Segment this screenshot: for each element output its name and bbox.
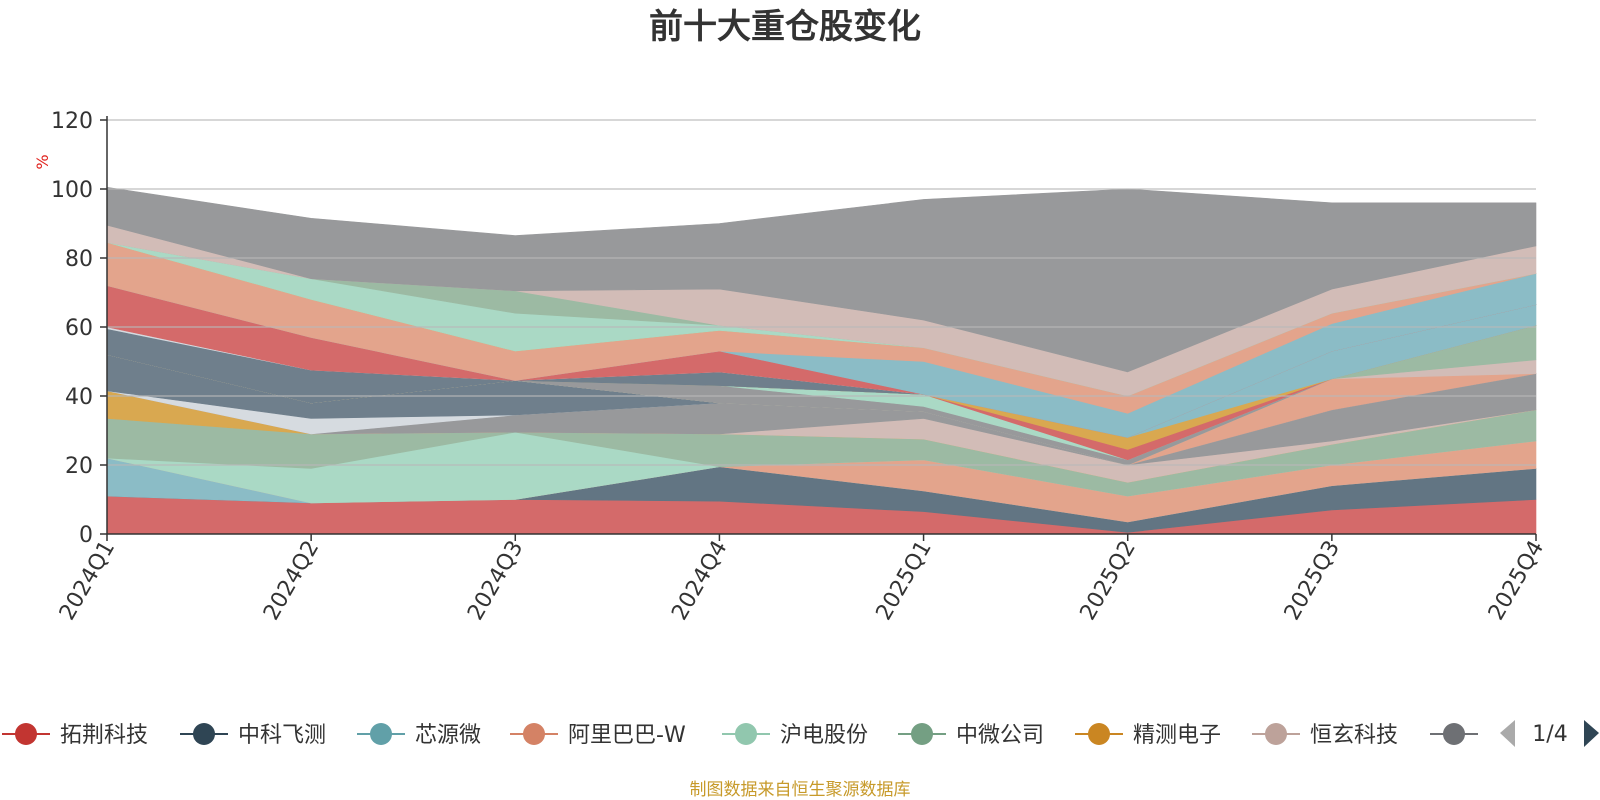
legend-item-5[interactable]: 中微公司 [898, 723, 1044, 748]
legend-item-8[interactable] [1430, 723, 1478, 745]
y-tick-label-4: 80 [65, 247, 93, 272]
legend-page-indicator: 1/4 [1532, 722, 1567, 747]
area-series-group [106, 187, 1537, 535]
legend: 拓荆科技 中科飞测 芯源微 阿里巴巴-W 沪电股份 中微公司 精测电子 恒玄科技 [2, 723, 1478, 748]
legend-label-4: 沪电股份 [780, 723, 868, 748]
legend-item-1[interactable]: 中科飞测 [180, 723, 326, 748]
x-tick-label-7: 2025Q4 [1484, 537, 1549, 625]
legend-label-6: 精测电子 [1133, 723, 1221, 748]
legend-marker-1 [193, 723, 215, 745]
x-tick-label-6: 2025Q3 [1280, 537, 1345, 625]
x-tick-label-5: 2025Q2 [1076, 537, 1141, 625]
legend-item-6[interactable]: 精测电子 [1075, 723, 1221, 748]
x-tick-label-1: 2024Q2 [259, 537, 324, 625]
legend-marker-7 [1265, 723, 1287, 745]
legend-label-1: 中科飞测 [238, 723, 326, 748]
area-series-31 [106, 187, 1537, 373]
legend-marker-8 [1443, 723, 1465, 745]
y-tick-label-3: 60 [65, 316, 93, 341]
x-tick-label-0: 2024Q1 [55, 537, 120, 625]
y-tick-label-2: 40 [65, 385, 93, 410]
legend-prev-page-icon[interactable] [1500, 720, 1515, 747]
legend-next-page-icon[interactable] [1584, 720, 1599, 747]
legend-item-3[interactable]: 阿里巴巴-W [510, 723, 686, 748]
chart-title: 前十大重仓股变化 [649, 7, 921, 47]
legend-item-0[interactable]: 拓荆科技 [2, 723, 148, 748]
legend-item-4[interactable]: 沪电股份 [722, 723, 868, 748]
legend-pager: 1/4 [1500, 720, 1599, 747]
legend-marker-0 [15, 723, 37, 745]
y-tick-label-0: 0 [79, 523, 93, 548]
x-tick-label-4: 2025Q1 [871, 537, 936, 625]
x-tick-label-2: 2024Q3 [463, 537, 528, 625]
legend-marker-4 [735, 723, 757, 745]
legend-label-5: 中微公司 [956, 723, 1044, 748]
x-tick-label-3: 2024Q4 [667, 537, 732, 625]
grid-lines [107, 119, 1536, 466]
legend-marker-6 [1088, 723, 1110, 745]
legend-marker-5 [911, 723, 933, 745]
y-tick-label-1: 20 [65, 454, 93, 479]
legend-label-2: 芯源微 [415, 723, 481, 748]
legend-label-7: 恒玄科技 [1310, 723, 1398, 748]
legend-marker-3 [523, 723, 545, 745]
y-tick-label-6: 120 [51, 109, 93, 134]
data-source-footer: 制图数据来自恒生聚源数据库 [690, 780, 911, 800]
legend-label-0: 拓荆科技 [60, 723, 148, 748]
y-tick-label-5: 100 [51, 178, 93, 203]
legend-label-3: 阿里巴巴-W [568, 723, 686, 748]
legend-item-2[interactable]: 芯源微 [357, 723, 481, 748]
legend-item-7[interactable]: 恒玄科技 [1252, 723, 1398, 748]
y-axis-unit: % [33, 154, 52, 169]
legend-marker-2 [370, 723, 392, 745]
